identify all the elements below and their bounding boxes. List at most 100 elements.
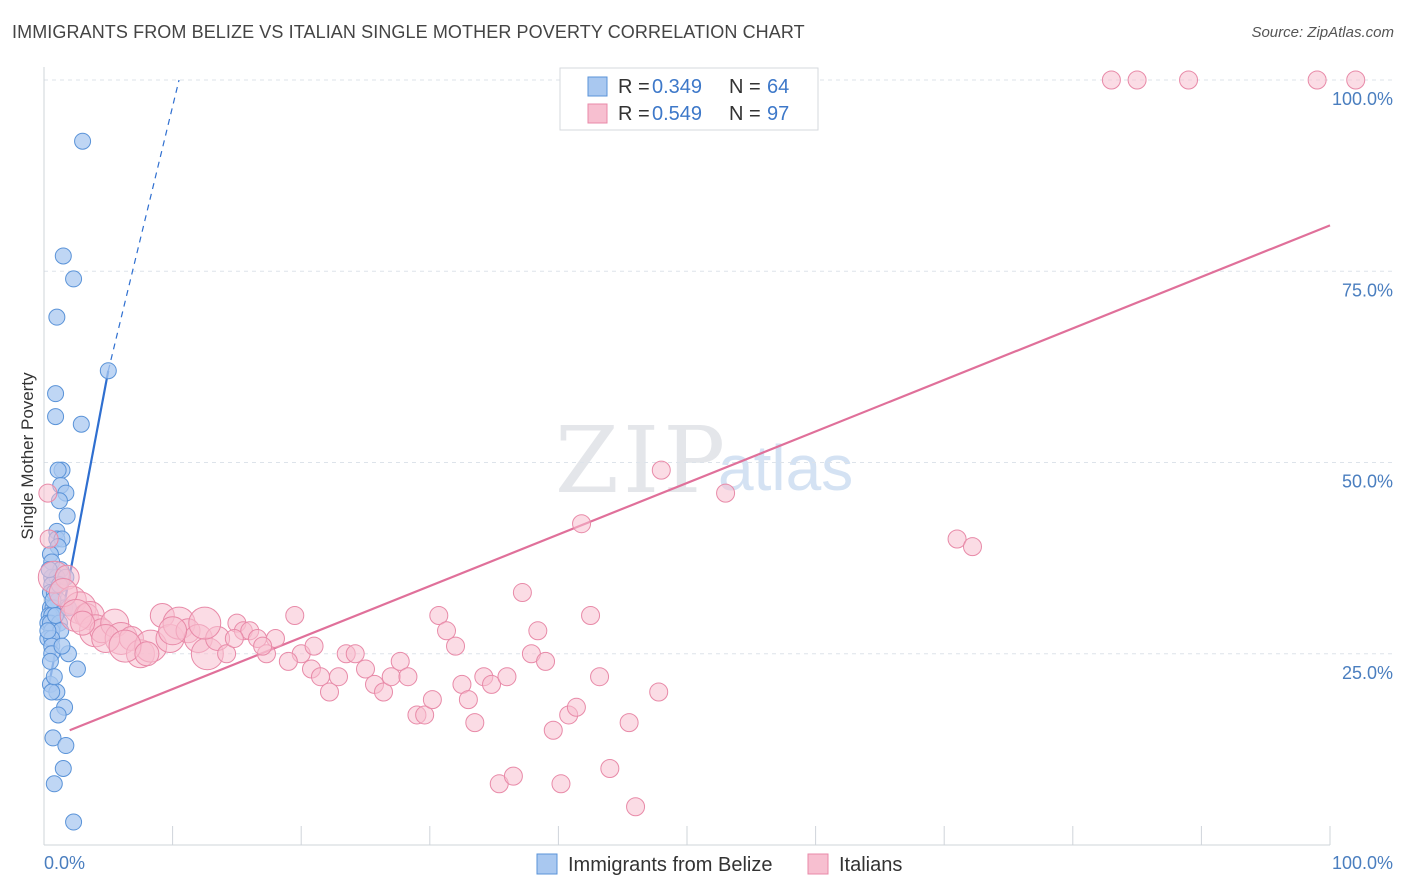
point-italians-67 bbox=[590, 667, 610, 687]
point-belize-5 bbox=[47, 385, 65, 403]
legend-n-label-belize: N = bbox=[729, 76, 761, 98]
point-italians-39 bbox=[374, 682, 394, 702]
point-belize-50 bbox=[44, 729, 62, 747]
point-italians-90 bbox=[134, 641, 160, 667]
chart-title: IMMIGRANTS FROM BELIZE VS ITALIAN SINGLE… bbox=[12, 22, 805, 42]
point-italians-95 bbox=[278, 651, 298, 671]
point-italians-87 bbox=[70, 610, 96, 636]
point-belize-4 bbox=[99, 362, 117, 380]
point-belize-7 bbox=[72, 415, 90, 433]
point-italians-64 bbox=[566, 697, 586, 717]
point-belize-9 bbox=[49, 461, 67, 479]
x-tick-label-1: 100.0% bbox=[1332, 853, 1393, 873]
point-italians-56 bbox=[503, 766, 523, 786]
watermark-zip: ZIP bbox=[555, 407, 729, 514]
point-belize-57 bbox=[39, 622, 57, 640]
point-belize-60 bbox=[41, 652, 59, 670]
y-axis-label: Single Mother Poverty bbox=[18, 372, 37, 540]
point-italians-50 bbox=[458, 690, 478, 710]
point-belize-6 bbox=[47, 408, 65, 426]
legend-stats: R = 0.349 N = 64 R = 0.549 N = 97 bbox=[559, 67, 819, 131]
point-italians-70 bbox=[626, 797, 646, 817]
point-italians-44 bbox=[415, 705, 435, 725]
point-italians-33 bbox=[319, 682, 339, 702]
point-italians-34 bbox=[328, 667, 348, 687]
point-italians-29 bbox=[285, 606, 305, 625]
point-italians-66 bbox=[581, 606, 601, 625]
source-label: Source: ZipAtlas.com bbox=[1251, 24, 1394, 41]
legend-swatch-belize bbox=[587, 76, 608, 97]
point-italians-92 bbox=[188, 606, 222, 640]
point-belize-0 bbox=[74, 132, 92, 150]
legend-n-label-italians: N = bbox=[729, 103, 761, 125]
point-italians-68 bbox=[600, 759, 620, 778]
point-italians-22 bbox=[217, 644, 237, 664]
point-italians-57 bbox=[512, 583, 532, 603]
point-italians-65 bbox=[572, 514, 592, 534]
point-belize-47 bbox=[43, 683, 61, 701]
point-italians-71 bbox=[651, 460, 671, 480]
point-italians-36 bbox=[345, 644, 365, 664]
point-italians-46 bbox=[429, 606, 449, 625]
tick-labels: 25.0% 50.0% 75.0% 100.0% 0.0% 100.0% bbox=[44, 89, 1393, 873]
point-italians-81 bbox=[1101, 70, 1121, 90]
y-tick-label-2: 75.0% bbox=[1342, 280, 1393, 300]
point-italians-42 bbox=[398, 667, 418, 687]
point-italians-62 bbox=[551, 774, 571, 794]
legend-n-value-italians: 97 bbox=[767, 103, 789, 125]
point-belize-2 bbox=[65, 270, 83, 288]
axes bbox=[43, 67, 1331, 846]
point-italians-0 bbox=[38, 483, 58, 503]
y-tick-label-0: 25.0% bbox=[1342, 663, 1393, 683]
legend-bottom-label-italians: Italians bbox=[839, 854, 902, 876]
legend-r-label-italians: R = bbox=[618, 103, 650, 125]
legend-bottom-swatch-belize bbox=[536, 853, 558, 875]
point-italians-59 bbox=[528, 621, 548, 641]
legend-r-value-belize: 0.349 bbox=[652, 76, 702, 98]
point-italians-73 bbox=[716, 483, 736, 503]
point-belize-44 bbox=[68, 660, 86, 678]
point-italians-1 bbox=[39, 529, 59, 549]
point-italians-51 bbox=[465, 713, 485, 733]
point-belize-52 bbox=[54, 760, 72, 777]
legend-bottom-label-belize: Immigrants from Belize bbox=[568, 854, 773, 876]
y-tick-label-3: 100.0% bbox=[1332, 89, 1393, 109]
point-italians-83 bbox=[1179, 70, 1199, 90]
point-belize-51 bbox=[57, 737, 75, 755]
point-italians-60 bbox=[536, 651, 556, 671]
point-italians-47 bbox=[437, 621, 457, 641]
point-belize-3 bbox=[48, 308, 66, 326]
point-belize-54 bbox=[65, 813, 83, 831]
legend-r-label-belize: R = bbox=[618, 76, 650, 98]
point-belize-49 bbox=[49, 706, 67, 724]
trendline-dashed-belize bbox=[107, 79, 180, 371]
legend-series: Immigrants from Belize Italians bbox=[536, 853, 902, 876]
point-italians-41 bbox=[390, 651, 410, 671]
legend-bottom-swatch-italians bbox=[807, 853, 829, 875]
point-belize-62 bbox=[45, 668, 63, 686]
point-italians-84 bbox=[1307, 70, 1327, 90]
point-italians-93 bbox=[224, 628, 244, 648]
point-italians-48 bbox=[446, 636, 466, 656]
point-italians-61 bbox=[543, 720, 563, 740]
point-italians-77 bbox=[1346, 70, 1366, 90]
point-belize-61 bbox=[53, 637, 71, 655]
point-belize-53 bbox=[45, 775, 63, 793]
point-italians-94 bbox=[253, 636, 273, 656]
point-italians-75 bbox=[947, 529, 967, 549]
point-italians-45 bbox=[422, 690, 442, 710]
point-italians-76 bbox=[962, 537, 982, 557]
legend-swatch-italians bbox=[587, 103, 608, 124]
point-belize-13 bbox=[58, 507, 76, 525]
legend-n-value-belize: 64 bbox=[767, 76, 789, 98]
point-italians-37 bbox=[356, 659, 375, 679]
point-italians-53 bbox=[482, 674, 502, 694]
y-tick-label-1: 50.0% bbox=[1342, 472, 1393, 492]
point-italians-72 bbox=[649, 682, 669, 702]
point-italians-96 bbox=[304, 636, 324, 656]
grid-lines bbox=[44, 79, 1395, 655]
point-italians-69 bbox=[619, 713, 639, 733]
legend-r-value-italians: 0.549 bbox=[652, 103, 702, 125]
point-italians-82 bbox=[1127, 70, 1147, 90]
